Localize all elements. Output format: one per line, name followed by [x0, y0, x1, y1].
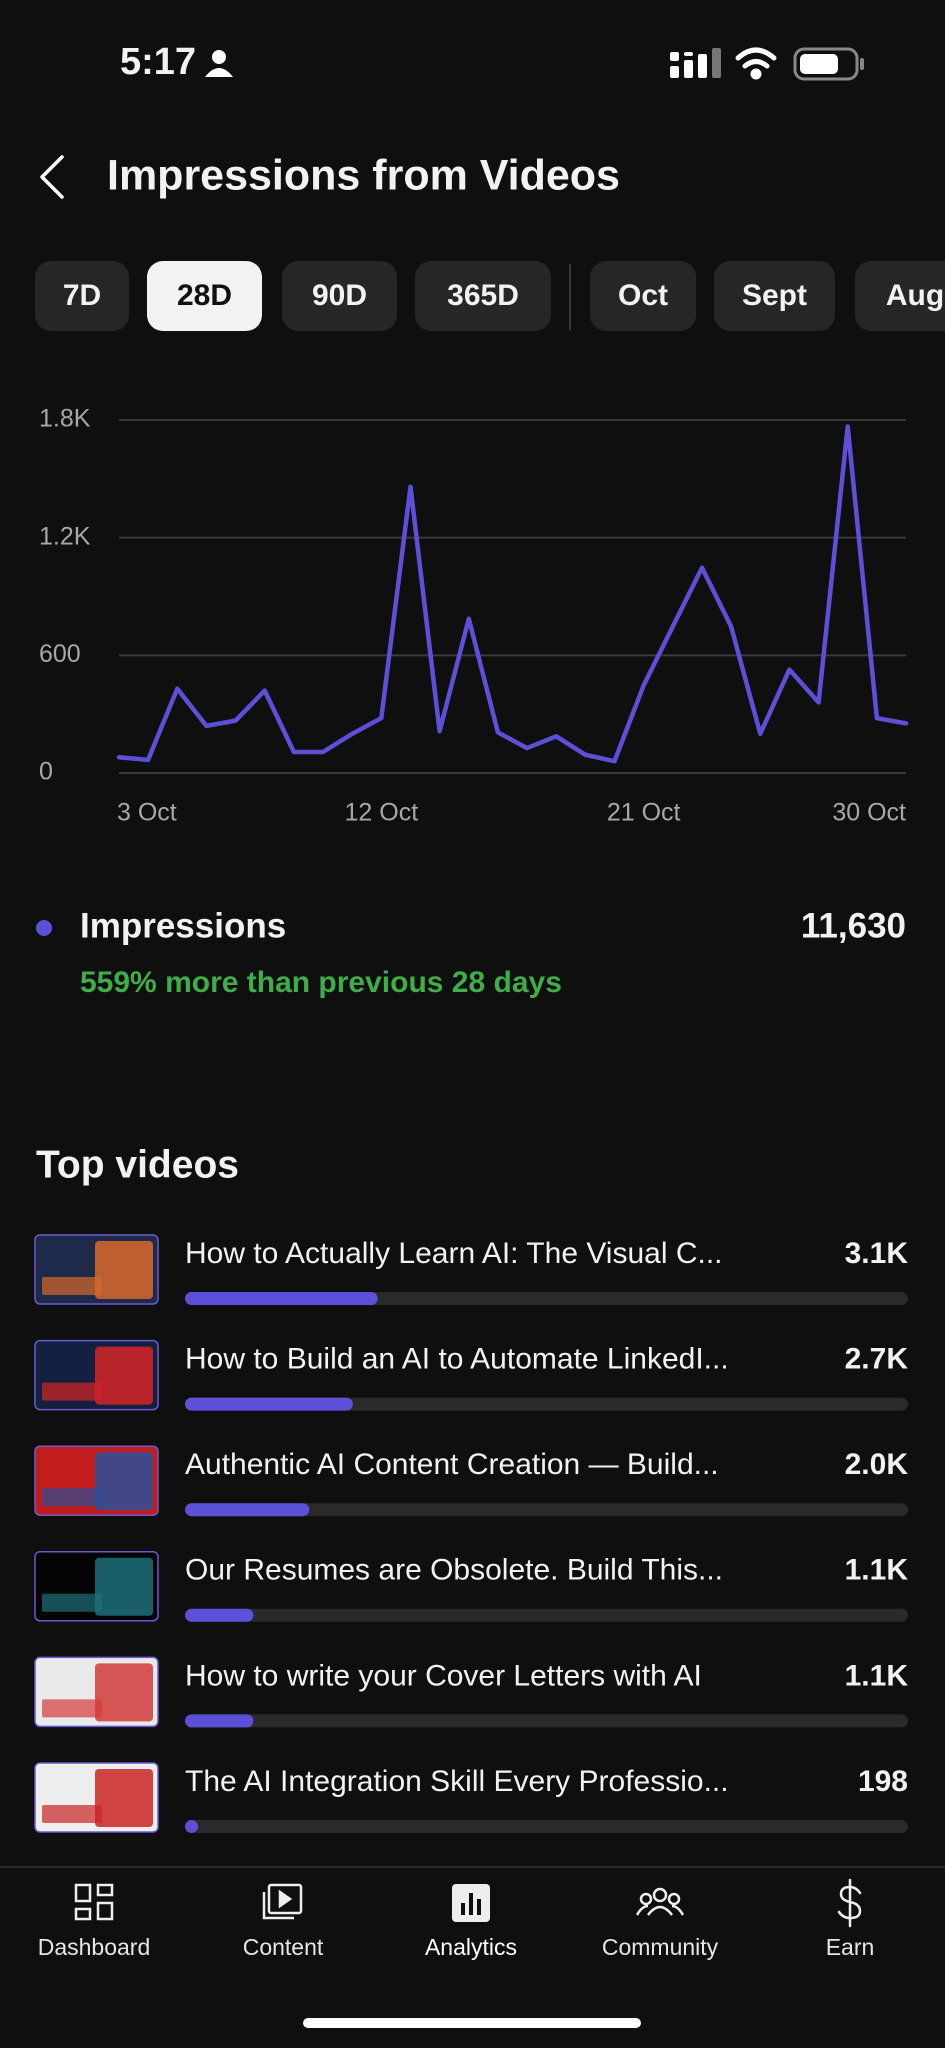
progress-bar: [185, 1292, 378, 1305]
comparison-text: 559% more than previous 28 days: [80, 966, 562, 999]
tab-background[interactable]: [714, 261, 835, 331]
video-list: How to Actually Learn AI: The Visual C..…: [34, 1234, 909, 1833]
status-time: 5:17: [120, 41, 196, 83]
progress-track: [185, 1397, 908, 1411]
tab[interactable]: 7D: [35, 261, 129, 331]
video-title[interactable]: Our Resumes are Obsolete. Build This...: [185, 1554, 723, 1587]
video-value: 1.1K: [845, 1554, 909, 1587]
progress-bar: [185, 1714, 254, 1728]
bottom-nav: Dashboard Content Analytics Community Earn: [38, 1934, 875, 1960]
video-title[interactable]: How to Actually Learn AI: The Visual C..…: [185, 1237, 723, 1270]
thumbnail-detail: [42, 1593, 102, 1612]
thumbnail-detail: [95, 1769, 153, 1827]
home-indicator: [303, 2018, 641, 2028]
progress-bar: [185, 1820, 198, 1833]
video-title[interactable]: How to Build an AI to Automate LinkedI..…: [185, 1343, 729, 1376]
video-value: 2.7K: [845, 1343, 909, 1376]
tab-label[interactable]: 7D: [63, 279, 101, 312]
video-row[interactable]: The AI Integration Skill Every Professio…: [34, 1762, 908, 1833]
y-tick-label: 1.2K: [39, 522, 91, 550]
tab-background[interactable]: [35, 261, 129, 331]
legend-label: Impressions: [80, 906, 286, 945]
x-tick-label: 21 Oct: [607, 799, 681, 827]
video-value: 2.0K: [845, 1448, 909, 1481]
tab-label[interactable]: 365D: [447, 279, 519, 312]
nav-label[interactable]: Dashboard: [38, 1934, 151, 1960]
thumbnail-detail: [42, 1488, 102, 1507]
page-title: Impressions from Videos: [107, 151, 620, 199]
progress-track: [185, 1503, 908, 1517]
person-icon: [205, 50, 233, 77]
x-tick-label: 30 Oct: [832, 799, 906, 827]
progress-track: [185, 1608, 908, 1622]
y-tick-label: 0: [39, 758, 53, 786]
tab[interactable]: 28D: [147, 261, 262, 331]
video-title[interactable]: How to write your Cover Letters with AI: [185, 1659, 702, 1692]
video-title[interactable]: The AI Integration Skill Every Professio…: [185, 1765, 729, 1798]
thumbnail-detail: [95, 1557, 153, 1616]
video-value: 3.1K: [845, 1237, 909, 1270]
thumbnail-detail: [95, 1452, 153, 1511]
progress-bar: [185, 1397, 353, 1411]
tab-label[interactable]: 28D: [177, 279, 232, 312]
nav-label[interactable]: Earn: [826, 1934, 875, 1960]
line-series: [116, 424, 909, 764]
nav-label[interactable]: Content: [243, 1934, 324, 1960]
thumbnail-detail: [42, 1699, 102, 1718]
video-row[interactable]: Authentic AI Content Creation — Build...…: [34, 1445, 909, 1517]
video-row[interactable]: How to Build an AI to Automate LinkedI..…: [34, 1339, 909, 1411]
tab-background[interactable]: [590, 261, 696, 331]
progress-bar: [185, 1503, 310, 1517]
y-tick-label: 600: [39, 640, 81, 668]
tab[interactable]: Sept: [714, 261, 835, 331]
wifi-icon: [735, 47, 777, 80]
thumbnail-detail: [42, 1382, 102, 1401]
tab-background[interactable]: [855, 261, 945, 331]
signal-icon: [670, 48, 721, 78]
tab[interactable]: Aug: [855, 261, 945, 331]
battery-icon: [793, 47, 864, 81]
progress-track: [185, 1714, 908, 1728]
video-row[interactable]: Our Resumes are Obsolete. Build This... 1…: [34, 1551, 909, 1622]
tab-background[interactable]: [415, 261, 551, 331]
tab-label[interactable]: Aug: [886, 279, 944, 312]
video-value: 1.1K: [845, 1659, 909, 1692]
section-title: Top videos: [36, 1143, 239, 1186]
analytics-icon: [452, 1884, 490, 1922]
thumbnail-detail: [42, 1277, 102, 1295]
tab-label[interactable]: Sept: [742, 279, 807, 312]
thumbnail-detail: [95, 1346, 153, 1405]
video-value: 198: [858, 1765, 908, 1798]
tab-background[interactable]: [282, 261, 397, 331]
tab-label[interactable]: Oct: [618, 279, 668, 312]
nav-label[interactable]: Analytics: [425, 1934, 517, 1960]
legend-dot: [36, 920, 52, 936]
progress-bar: [185, 1608, 254, 1622]
video-row[interactable]: How to write your Cover Letters with AI 1…: [34, 1656, 909, 1728]
thumbnail-detail: [42, 1805, 102, 1823]
video-row[interactable]: How to Actually Learn AI: The Visual C..…: [34, 1234, 909, 1305]
x-tick-label: 12 Oct: [345, 799, 419, 827]
thumbnail-detail: [95, 1241, 153, 1299]
thumbnail-detail: [95, 1663, 153, 1722]
tab[interactable]: 365D: [415, 261, 551, 331]
dashboard-icon: [74, 1883, 114, 1921]
content-icon: [262, 1883, 303, 1920]
y-tick-label: 1.8K: [39, 405, 91, 433]
nav-label[interactable]: Community: [602, 1934, 719, 1960]
tab-bar: 7D 28D 90D 365D Oct Sept Aug: [35, 261, 945, 331]
total-value: 11,630: [801, 906, 906, 945]
tab-label[interactable]: 90D: [312, 279, 367, 312]
chart: 0 600 1.2K 1.8K 3 Oct 12 Oct 21 Oct 30 Oct: [39, 405, 909, 827]
progress-track: [185, 1820, 908, 1833]
community-icon: [635, 1887, 685, 1916]
video-title[interactable]: Authentic AI Content Creation — Build...: [185, 1448, 719, 1481]
earn-icon: [837, 1878, 862, 1928]
tab[interactable]: 90D: [282, 261, 397, 331]
back-button[interactable]: [40, 155, 64, 199]
tab-background[interactable]: [147, 261, 262, 331]
tab[interactable]: Oct: [590, 261, 696, 331]
x-tick-label: 3 Oct: [117, 799, 177, 827]
